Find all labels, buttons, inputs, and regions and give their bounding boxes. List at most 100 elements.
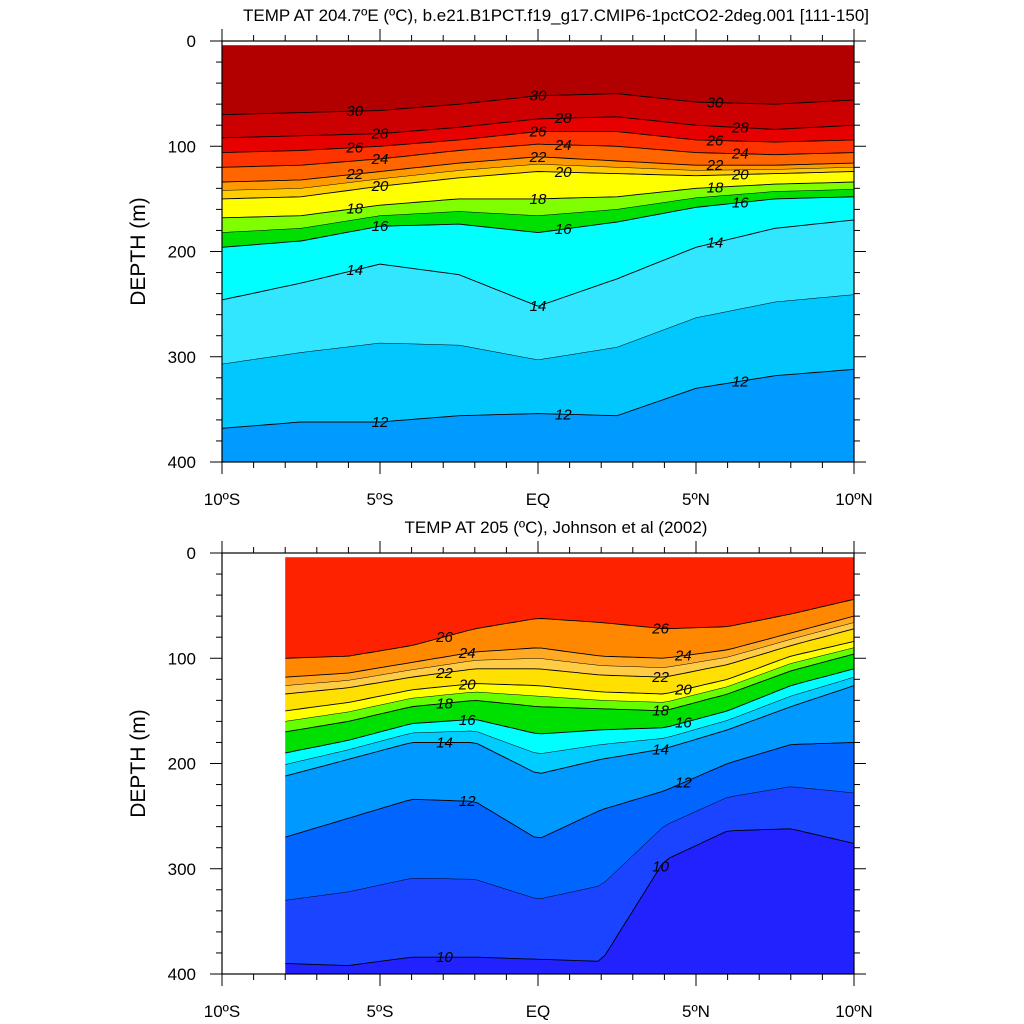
contour-label: 12 (675, 775, 692, 792)
contour-18 (221, 181, 855, 219)
contour-label: 12 (555, 406, 572, 423)
contour-26 (221, 131, 855, 154)
contour-12 (285, 742, 855, 839)
contour-label: 26 (529, 124, 547, 141)
y-tick-label: 200 (168, 755, 196, 774)
contour-14 (285, 685, 855, 777)
contour-label: 16 (675, 715, 692, 732)
contour-28 (221, 116, 855, 139)
x-tick-label: 5ºN (682, 1002, 710, 1021)
contour-label: 28 (731, 120, 749, 137)
contour-label: 30 (530, 88, 547, 105)
contour-20 (285, 640, 855, 712)
x-tick-label: 10ºN (835, 490, 872, 509)
contour-16 (285, 668, 855, 754)
chart-title: TEMP AT 204.7ºE (ºC), b.e21.B1PCT.f19_g1… (243, 6, 869, 25)
contour-label: 30 (707, 95, 724, 112)
panel-1: 30 30 30 28 28 28 26 26 26 24 24 24 22 22 22 20 20 20 18 18… (127, 6, 873, 509)
contour-label: 28 (554, 110, 572, 127)
contour-label: 16 (732, 195, 749, 212)
x-tick-label: 5ºS (366, 490, 393, 509)
contour-label: 22 (345, 166, 363, 183)
x-tick-label: 10ºS (204, 490, 240, 509)
contour-label: 18 (652, 703, 669, 720)
y-tick-label: 400 (168, 453, 196, 472)
y-tick-label: 0 (187, 544, 196, 563)
contour-label: 14 (530, 298, 547, 315)
x-tick-label: 5ºS (366, 1002, 393, 1021)
contour-label: 10 (652, 858, 669, 875)
contour-26 (285, 598, 855, 659)
contour-minor (221, 189, 855, 233)
contour-label: 18 (436, 695, 453, 712)
y-tick-label: 400 (168, 965, 196, 984)
contour-label: 24 (554, 137, 572, 154)
contour-label: 30 (346, 103, 363, 120)
contour-label: 18 (707, 179, 724, 196)
contour-24 (221, 143, 855, 168)
contour-label: 20 (674, 682, 692, 699)
contour-16 (221, 196, 855, 248)
contour-label: 22 (435, 665, 453, 682)
x-tick-label: 10ºS (204, 1002, 240, 1021)
contour-label: 12 (372, 414, 389, 431)
contour-label: 18 (346, 201, 363, 218)
contour-label: 20 (731, 167, 749, 184)
contour-label: 24 (731, 146, 749, 163)
x-tick-label: 5ºN (682, 490, 710, 509)
contour-label: 28 (371, 126, 389, 143)
contour-minor (285, 647, 855, 722)
contour-label: 16 (459, 712, 476, 729)
contour-label: 22 (651, 669, 669, 686)
contour-minor (221, 294, 855, 365)
y-tick-label: 200 (168, 243, 196, 262)
y-tick-label: 300 (168, 860, 196, 879)
contour-minor (221, 163, 855, 191)
y-tick-label: 0 (187, 32, 196, 51)
y-axis-label: DEPTH (m) (127, 197, 150, 306)
contour-label: 24 (371, 151, 389, 168)
contour-14 (221, 219, 855, 307)
contour-label: 26 (435, 629, 453, 646)
contour-label: 20 (458, 676, 476, 693)
chart-title: TEMP AT 205 (ºC), Johnson et al (2002) (405, 518, 708, 537)
contour-label: 10 (436, 949, 453, 966)
contour-label: 24 (458, 645, 476, 662)
surface-gap (222, 41, 854, 46)
contour-label: 18 (530, 191, 547, 208)
x-tick-label: EQ (526, 1002, 551, 1021)
contour-30 (221, 93, 855, 116)
y-tick-label: 100 (168, 137, 196, 156)
contour-label: 24 (674, 648, 692, 665)
contour-24 (285, 615, 855, 678)
contour-10 (285, 828, 855, 966)
y-axis-label: DEPTH (m) (127, 709, 150, 818)
y-tick-label: 300 (168, 348, 196, 367)
contour-label: 20 (371, 178, 389, 195)
contour-minor (285, 786, 855, 901)
contour-label: 12 (459, 793, 476, 810)
contour-label: 22 (706, 157, 724, 174)
x-tick-label: EQ (526, 490, 551, 509)
x-tick-label: 10ºN (835, 1002, 872, 1021)
contour-label: 14 (436, 734, 453, 751)
contour-label: 26 (651, 620, 669, 637)
contour-label: 16 (555, 221, 572, 238)
contour-22 (221, 156, 855, 183)
contour-12 (221, 368, 855, 429)
contour-label: 12 (732, 373, 749, 390)
contour-label: 26 (345, 140, 363, 157)
contour-label: 16 (372, 218, 389, 235)
no-data-area (222, 553, 286, 974)
contour-label: 22 (529, 149, 547, 166)
surface-gap (222, 553, 854, 558)
contour-label: 14 (652, 741, 669, 758)
contour-label: 26 (706, 132, 724, 149)
contour-22 (285, 628, 855, 695)
contour-18 (285, 653, 855, 733)
contour-minor (285, 622, 855, 686)
y-tick-label: 100 (168, 649, 196, 668)
contour-minor (285, 676, 855, 765)
contour-label: 20 (554, 164, 572, 181)
